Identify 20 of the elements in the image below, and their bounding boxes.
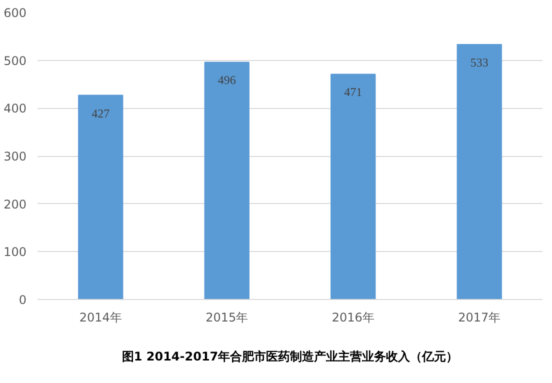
data-label: 496 — [218, 73, 236, 88]
y-tick-label: 600 — [4, 6, 26, 20]
y-tick-label: 200 — [4, 197, 26, 212]
y-tick-label: 400 — [4, 102, 26, 116]
bar — [78, 94, 124, 300]
x-tick-label: 2014年 — [79, 310, 122, 324]
data-label: 471 — [344, 85, 362, 100]
x-tick-label: 2015年 — [206, 310, 248, 324]
y-tick-label: 0 — [18, 293, 27, 307]
x-tick-label: 2017年 — [458, 310, 501, 324]
bar — [204, 62, 250, 300]
bar — [330, 74, 376, 300]
y-tick-label: 100 — [4, 245, 26, 260]
y-tick-label: 300 — [4, 150, 26, 164]
bar — [456, 44, 502, 300]
text: 图1 2014-2017年合肥市医药制造产业主营业务收入（亿元） — [122, 350, 458, 364]
data-label: 533 — [470, 56, 488, 70]
x-tick-label: 2016年 — [332, 310, 374, 324]
data-label: 427 — [92, 106, 110, 120]
y-tick-label: 500 — [4, 54, 26, 68]
